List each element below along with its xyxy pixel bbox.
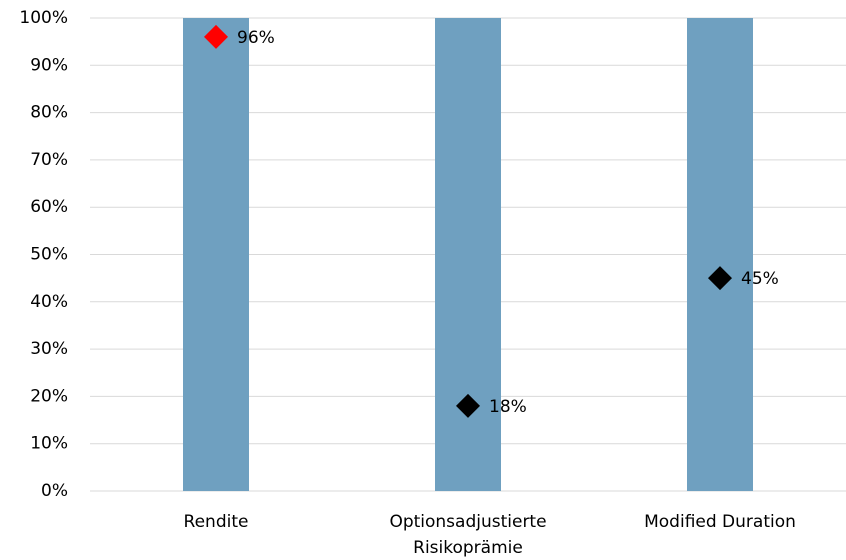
marker [456, 393, 480, 418]
data-label: 96% [237, 28, 275, 48]
x-tick-label: Modified Duration [644, 512, 796, 532]
bar [687, 18, 753, 491]
y-tick-label: 30% [30, 339, 68, 359]
y-tick-label: 60% [30, 197, 68, 217]
marker [204, 24, 228, 49]
y-tick-label: 70% [30, 150, 68, 170]
y-tick-label: 80% [30, 103, 68, 123]
y-tick-label: 50% [30, 245, 68, 265]
x-tick-label: Rendite [183, 512, 249, 532]
y-tick-label: 0% [41, 481, 68, 501]
data-label: 18% [489, 397, 527, 417]
bar [183, 18, 249, 491]
y-tick-label: 100% [19, 8, 68, 28]
data-label: 45% [741, 269, 779, 289]
bar [435, 18, 501, 491]
marker [708, 266, 732, 291]
y-tick-label: 40% [30, 292, 68, 312]
y-tick-label: 90% [30, 55, 68, 75]
y-tick-label: 10% [30, 434, 68, 454]
x-tick-label: Optionsadjustierte Risikoprämie [389, 512, 547, 558]
y-tick-label: 20% [30, 386, 68, 406]
